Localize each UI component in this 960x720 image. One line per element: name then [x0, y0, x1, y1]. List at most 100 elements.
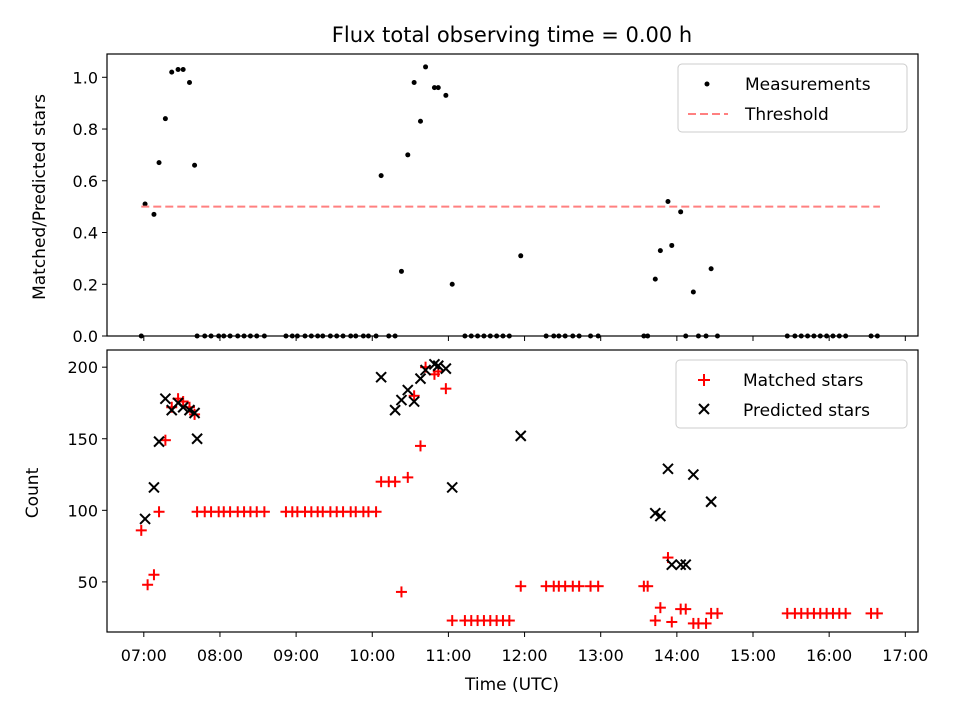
predicted-star-stroke-b — [428, 358, 441, 371]
matched-star-point — [573, 580, 585, 592]
predicted-star-stroke-b — [440, 362, 452, 375]
predicted-star-stroke-b — [408, 395, 420, 408]
legend-measurements-label: Measurements — [745, 75, 871, 95]
top-ytick-label: 1.0 — [73, 68, 98, 87]
matched-star-point — [440, 383, 452, 395]
measurement-point — [186, 79, 192, 85]
matched-star-point — [680, 603, 692, 615]
measurement-point — [652, 276, 658, 282]
matched-star-point — [153, 506, 165, 518]
measurement-point — [156, 160, 162, 166]
xtick-label: 13:00 — [578, 646, 624, 665]
bottom-ytick-label: 50 — [78, 573, 98, 592]
predicted-star-stroke-b — [389, 404, 401, 416]
legend-measurements-marker — [704, 81, 710, 87]
bottom-axes-frame — [106, 349, 919, 633]
matched-star-point — [654, 602, 666, 614]
predicted-star-stroke-b — [188, 407, 201, 419]
top-ytick-label: 0.6 — [73, 172, 98, 191]
predicted-star-stroke-b — [183, 404, 196, 416]
predicted-star-stroke-b — [191, 433, 203, 445]
matched-star-point — [446, 615, 458, 627]
measurement-point — [657, 248, 663, 254]
measurement-point — [192, 162, 198, 168]
bottom-panel: 50 100 150 200 07:00 08:00 09:00 10:00 11:00 12:… — [23, 349, 928, 695]
xtick-label: 11:00 — [425, 646, 471, 665]
legend-predicted-marker — [698, 403, 710, 415]
figure-title: Flux total observing time = 0.00 h — [332, 23, 692, 47]
xtick-label: 07:00 — [121, 646, 167, 665]
measurement-point — [169, 69, 175, 75]
measurement-point — [398, 268, 404, 274]
top-ytick-label: 0.2 — [73, 275, 98, 294]
predicted-star-point — [139, 513, 151, 525]
matched-star-point — [370, 506, 382, 518]
predicted-star-stroke-b — [687, 468, 700, 481]
predicted-star-point — [428, 358, 441, 371]
xtick-label: 10:00 — [349, 646, 395, 665]
predicted-star-point — [680, 559, 692, 571]
matched-star-point — [135, 524, 147, 536]
predicted-star-point — [515, 430, 527, 442]
bottom-y-axis-label: Count — [23, 467, 43, 518]
predicted-star-point — [687, 468, 700, 481]
predicted-star-point — [419, 364, 432, 376]
predicted-star-stroke-b — [654, 510, 667, 522]
top-legend-box — [677, 63, 908, 133]
predicted-star-point — [148, 481, 160, 494]
predicted-star-stroke-b — [649, 507, 661, 519]
bottom-legend: Matched stars Predicted stars — [675, 359, 908, 429]
predicted-star-point — [153, 435, 165, 448]
top-axes-frame — [106, 53, 919, 337]
measurement-point — [518, 253, 524, 259]
predicted-star-point — [705, 496, 717, 508]
matched-star-point — [649, 615, 661, 627]
predicted-star-point — [654, 510, 667, 522]
top-ytick-label: 0.0 — [73, 327, 98, 346]
measurement-point — [151, 211, 157, 217]
predicted-star-point — [402, 384, 414, 396]
bottom-x-axis: 07:00 08:00 09:00 10:00 11:00 12:00 13:00 14:00… — [121, 632, 928, 665]
legend-matched-marker — [698, 374, 710, 386]
measurement-point — [162, 116, 168, 122]
predicted-star-point — [674, 559, 687, 571]
predicted-star-stroke-b — [177, 401, 189, 413]
measurement-point — [423, 64, 429, 70]
predicted-star-stroke-b — [419, 364, 432, 376]
legend-predicted-label: Predicted stars — [743, 401, 870, 421]
predicted-star-point — [408, 395, 420, 408]
matched-star-point — [515, 580, 527, 592]
predicted-star-stroke-b — [680, 559, 692, 571]
predicted-star-point — [191, 433, 203, 445]
matched-star-point — [142, 579, 154, 591]
matched-star-point — [642, 580, 654, 592]
bottom-ytick-label: 150 — [67, 430, 98, 449]
predicted-star-point — [432, 360, 444, 372]
measurement-point — [443, 92, 449, 98]
predicted-star-stroke-b — [402, 384, 414, 396]
matched-star-point — [258, 506, 270, 518]
matched-star-point — [408, 390, 420, 402]
measurement-point — [378, 173, 384, 179]
measurement-point — [690, 289, 696, 295]
xtick-label: 16:00 — [806, 646, 852, 665]
bottom-ytick-label: 200 — [67, 358, 98, 377]
measurement-point — [449, 281, 455, 287]
matched-star-point — [414, 440, 426, 452]
matched-star-point — [871, 607, 883, 619]
legend-matched-label: Matched stars — [743, 371, 863, 391]
predicted-star-point — [446, 481, 458, 494]
predicted-star-point — [389, 404, 401, 416]
predicted-star-point — [159, 392, 172, 405]
predicted-star-point — [395, 394, 408, 406]
measurement-point — [180, 67, 186, 73]
matched-star-point — [148, 569, 160, 581]
xtick-label: 08:00 — [197, 646, 243, 665]
predicted-star-point — [188, 407, 201, 419]
matched-star-point — [395, 586, 407, 598]
measurement-point — [417, 118, 423, 124]
predicted-star-stroke-b — [375, 371, 387, 383]
measurement-point — [665, 198, 671, 204]
measurement-point — [708, 266, 714, 272]
